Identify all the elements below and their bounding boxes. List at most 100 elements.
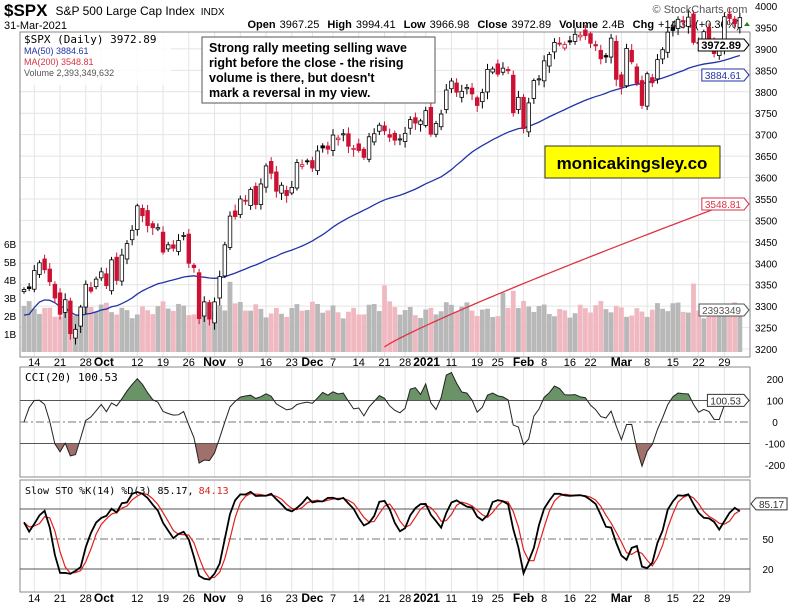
date-tick-label: 14 xyxy=(28,357,40,369)
volume-bar xyxy=(531,311,537,352)
candle-body xyxy=(57,292,63,315)
date-tick-label: 28 xyxy=(399,593,411,605)
date-tick-label: 19 xyxy=(471,593,483,605)
sto-d-legend: 84.13 xyxy=(199,486,229,497)
volume-value: 2.4B xyxy=(602,19,625,31)
candle-body xyxy=(650,77,655,84)
candle-body xyxy=(73,328,78,339)
price-tick-label: 3450 xyxy=(755,238,778,249)
candle-body xyxy=(588,33,593,44)
date-tick-label: Mar xyxy=(611,355,633,369)
volume-bar xyxy=(212,311,217,352)
candle-body xyxy=(238,198,243,216)
candle-body xyxy=(186,233,191,264)
volume-bar xyxy=(670,303,676,352)
volume-bar xyxy=(572,313,578,352)
exchange: INDX xyxy=(201,7,225,18)
volume-bar xyxy=(376,311,382,352)
price-tick-label: 3650 xyxy=(755,152,778,163)
volume-bar xyxy=(109,312,114,352)
candle-body xyxy=(99,271,104,279)
volume-tick-label: 4B xyxy=(4,276,17,287)
candle-body xyxy=(511,74,516,114)
candle-body xyxy=(207,302,212,320)
volume-bar xyxy=(26,301,32,352)
date-tick-label: 16 xyxy=(564,357,576,369)
value-tag-label: 2393349 xyxy=(702,306,741,317)
volume-bar xyxy=(37,313,42,352)
candle-body xyxy=(433,123,439,135)
candle-body xyxy=(289,186,294,194)
date-tick-label: Nov xyxy=(203,355,226,369)
candle-body xyxy=(356,143,361,151)
ma200-legend-label: MA(200) 3548.81 xyxy=(24,57,94,67)
volume-bar xyxy=(701,318,707,352)
cci-tick-label: -100 xyxy=(765,440,785,451)
volume-bar xyxy=(526,306,532,352)
volume-bar xyxy=(248,310,253,352)
volume-bar xyxy=(104,302,109,352)
volume-bar xyxy=(62,308,68,352)
candle-body xyxy=(315,150,320,172)
volume-bar xyxy=(129,318,135,352)
candle-body xyxy=(593,44,598,47)
volume-bar xyxy=(552,316,557,352)
candle-body xyxy=(737,17,743,28)
value-tag-box xyxy=(697,38,750,52)
candle-body xyxy=(732,18,737,24)
date-tick-label: 12 xyxy=(131,593,143,605)
candle-body xyxy=(629,49,634,63)
candle-body xyxy=(83,283,88,308)
price-tick-label: 3500 xyxy=(755,216,778,227)
volume-bar xyxy=(603,309,609,352)
candle-body xyxy=(52,283,58,299)
candle-body xyxy=(531,80,537,99)
candle-body xyxy=(93,278,99,288)
volume-bar xyxy=(196,307,202,352)
volume-bar xyxy=(516,308,521,352)
price-tick-label: 4000 xyxy=(755,2,778,13)
candle-body xyxy=(196,272,202,319)
volume-bar xyxy=(93,311,99,352)
date-tick-label: 8 xyxy=(644,593,650,605)
candle-body xyxy=(670,26,676,31)
volume-label: Volume xyxy=(559,19,598,31)
candle-body xyxy=(284,189,289,196)
date-tick-label: 11 xyxy=(446,593,457,605)
volume-bar xyxy=(562,310,568,352)
watermark: monicakingsley.co xyxy=(544,145,721,179)
cci-positive-fill xyxy=(24,372,740,401)
candle-body xyxy=(47,268,52,283)
date-tick-label: 16 xyxy=(260,357,272,369)
date-tick-label: 2021 xyxy=(413,591,440,605)
candle-body xyxy=(438,113,444,128)
volume-bar xyxy=(181,305,187,352)
volume-bar xyxy=(706,313,712,352)
candle-body xyxy=(171,244,176,249)
candle-body xyxy=(341,133,346,136)
annotation-background xyxy=(201,36,436,104)
candle-body xyxy=(392,132,397,141)
candle-body xyxy=(660,49,665,60)
candle-body xyxy=(78,306,83,327)
date-tick-label: 7 xyxy=(330,593,336,605)
volume-bar xyxy=(660,308,665,352)
sto-tick-label: 50 xyxy=(762,535,774,546)
value-tag-label: 85.17 xyxy=(759,500,784,511)
close-value: 3972.89 xyxy=(511,19,551,31)
volume-bar xyxy=(675,302,681,352)
date-tick-label: Feb xyxy=(513,355,534,369)
volume-bar xyxy=(330,305,336,352)
moving-averages xyxy=(23,54,741,348)
volume-bar xyxy=(273,307,279,352)
volume-bar xyxy=(57,316,63,352)
volume-tick-label: 3B xyxy=(4,294,17,305)
candle-body xyxy=(572,33,578,42)
candle-body xyxy=(541,60,547,82)
candle-body xyxy=(655,59,660,80)
date-tick-label: 7 xyxy=(330,357,336,369)
date-tick-label: 23 xyxy=(286,357,298,369)
annotation-line: Strong rally meeting selling wave xyxy=(209,41,407,55)
volume-bar xyxy=(737,309,743,352)
candle-body xyxy=(500,67,506,73)
